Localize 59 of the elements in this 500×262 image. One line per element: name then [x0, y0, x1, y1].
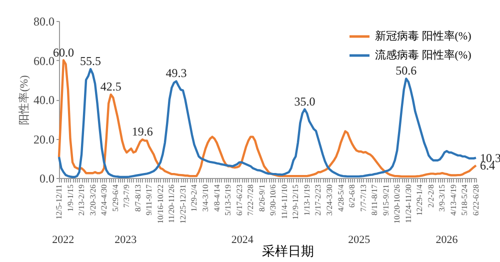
x-tick-label: 1/13-1/19: [302, 184, 312, 216]
legend-label: 流感病毒 阳性率(%): [375, 48, 472, 62]
x-tick-label: 12/25-12/31: [178, 184, 188, 224]
x-tick-label: 4/24-4/30: [100, 184, 109, 216]
x-tick-label: 10/16-10/22: [156, 184, 165, 224]
x-tick-label: 7/7-7/13: [358, 184, 368, 212]
y-tick-label: 60.0: [34, 54, 54, 68]
x-tick-label: 3/4-3/10: [201, 184, 210, 212]
x-tick-label: 6/2-6/8: [348, 184, 357, 208]
x-tick-label: 1/29-2/4: [190, 184, 199, 212]
text: 2024: [231, 234, 254, 246]
text: 2025: [348, 234, 371, 246]
y-axis-title: 阳性率(%): [18, 74, 30, 125]
x-tick-label: 11/20-11/26: [167, 184, 176, 224]
x-tick-label: 3/9-3/15: [438, 184, 447, 212]
legend-label: 新冠病毒 阳性率(%): [375, 30, 472, 42]
data-label: 49.3: [166, 66, 187, 80]
x-tick-label: 2/13-2/19: [77, 184, 86, 216]
x-tick-label: 8/7-8/13: [133, 184, 142, 212]
x-tick-label: 7/22-7/28: [246, 184, 256, 216]
x-tick-label: 12/5-12/11: [54, 184, 64, 220]
data-label: 42.5: [100, 80, 122, 94]
x-tick-label: 3/20-3/26: [88, 184, 98, 216]
data-label: 35.0: [294, 94, 316, 108]
x-tick-label: 8/11-8/17: [370, 184, 380, 216]
x-tick-label: 4/13-4/19: [448, 184, 458, 216]
x-tick-label: 2/17-2/23: [314, 184, 323, 216]
data-label: 60.0: [53, 45, 74, 60]
x-tick-label: 2/2-2/8: [426, 184, 436, 208]
x-tick-label: 1/9-1/15: [66, 184, 75, 212]
x-tick-label: 4/28-5/4: [336, 184, 346, 212]
x-tick-label: 10/20-10/26: [392, 184, 402, 224]
x-tick-label: 9/30-10/6: [268, 184, 278, 216]
x-tick-label: 6/22-6/28: [472, 184, 480, 216]
y-tick-label: 80.0: [34, 14, 54, 28]
data-label: 50.6: [396, 64, 417, 78]
x-tick-label: 11/4-11/10: [280, 184, 289, 220]
text: 2022: [52, 234, 74, 246]
text: 2026: [436, 234, 458, 246]
x-axis-title: 采样日期: [262, 244, 314, 259]
text: 2023: [114, 234, 138, 246]
x-tick-label: 12/29-1/4: [415, 184, 424, 216]
x-tick-label: 3/24-3/30: [324, 184, 334, 216]
x-tick-label: 9/15-9/21: [381, 184, 390, 216]
data-label: 55.5: [80, 54, 102, 68]
y-tick-label: 40.0: [34, 93, 54, 107]
x-tick-label: 9/11-9/17: [144, 184, 154, 216]
y-tick-label: 0.0: [40, 172, 54, 186]
data-label: 19.6: [132, 124, 153, 139]
x-tick-label: 7/3-7/9: [122, 184, 132, 208]
x-tick-label: 5/29-6/4: [110, 184, 120, 212]
x-tick-label: 5/18-5/24: [460, 184, 470, 216]
x-tick-label: 11/24-11/30: [404, 184, 413, 224]
x-tick-label: 4/8-4/14: [212, 184, 222, 212]
y-tick-label: 20.0: [34, 132, 54, 146]
x-tick-label: 8/26-9/1: [257, 184, 266, 212]
x-tick-label: 5/13-5/19: [224, 184, 233, 216]
x-tick-label: 12/9-12/15: [291, 184, 300, 220]
x-tick-label: 6/17-6/23: [234, 184, 244, 216]
